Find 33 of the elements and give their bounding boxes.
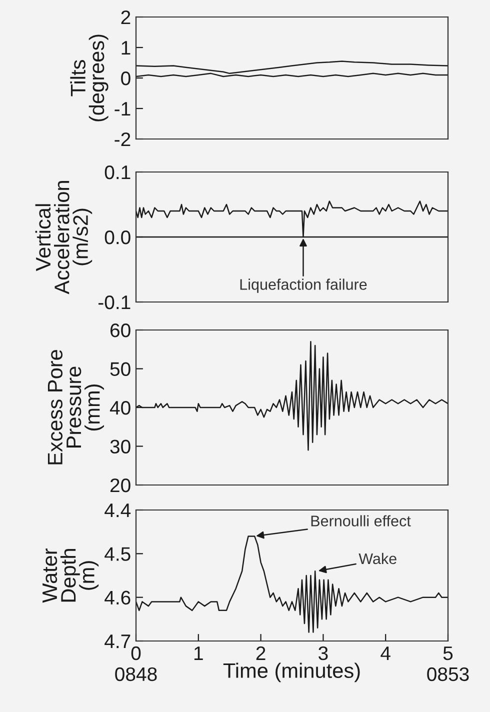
y-tick-label: 40 [110, 400, 130, 415]
line-series [136, 200, 448, 238]
y-tick-label: 0.1 [104, 165, 130, 180]
y-axis-title: Tilts (degrees) [70, 34, 108, 122]
annotation: Liquefaction failure [240, 278, 367, 293]
y-tick-label: 0 [121, 71, 130, 86]
y-tick-label: 50 [110, 362, 130, 376]
y-tick-label: 4.7 [104, 634, 130, 648]
y-tick-label: 60 [110, 323, 130, 338]
y-tick-label: -0.1 [98, 295, 130, 310]
x-tick-label: 4 [380, 646, 390, 660]
line-series [136, 60, 448, 74]
x-tick-label: 2 [256, 646, 266, 660]
y-tick-label: -1 [114, 102, 130, 116]
x-tick-label: 3 [318, 646, 328, 660]
y-tick-label: 4.5 [104, 547, 130, 561]
x-tick-label: 5 0853 [427, 646, 469, 682]
annotation: Bernoulli effect [311, 515, 411, 526]
annotation: Wake [358, 552, 396, 564]
y-tick-label: 4.4 [104, 504, 131, 518]
y-axis-title: Water Depth (m) [42, 548, 99, 603]
y-tick-label: 4.6 [104, 590, 130, 605]
y-tick-label: 1 [122, 41, 130, 55]
y-tick-label: 0.0 [104, 230, 130, 244]
x-axis-title: Time (minutes) [223, 662, 360, 682]
y-tick-label: 20 [110, 478, 130, 492]
y-tick-label: 30 [110, 440, 130, 454]
y-tick-label: 2 [121, 10, 130, 24]
y-axis-title: Vertical Acceleration (m/s2) [35, 181, 92, 294]
x-tick-label: 1 [194, 646, 203, 660]
y-axis-title: Excess Pore Pressure (mm) [48, 350, 104, 464]
y-tick-label: -2 [114, 132, 130, 146]
line-series [136, 536, 448, 633]
